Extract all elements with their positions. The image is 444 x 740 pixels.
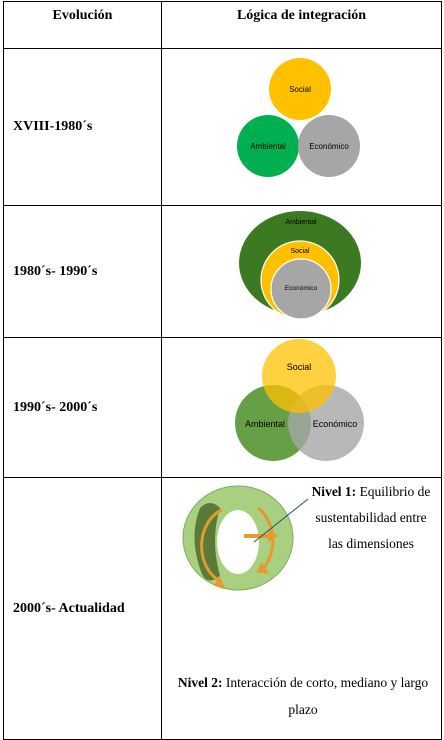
label-ambiental: Ambiental <box>285 219 317 226</box>
circle-economico <box>270 258 332 320</box>
integration-diagram-2: Ambiental Social Económico <box>161 205 442 338</box>
circle-ambiental <box>237 115 299 177</box>
torus-image <box>182 485 309 591</box>
period-label: 1980´s- 1990´s <box>3 205 162 338</box>
level-2-description: Interacción de corto, mediano y largo pl… <box>225 675 429 717</box>
table-row: 1980´s- 1990´s Ambiental Social Económic… <box>3 205 442 338</box>
label-social: Social <box>289 85 311 94</box>
label-social: Social <box>290 248 310 255</box>
level-2-text: Nivel 2: Interacción de corto, mediano y… <box>168 669 438 723</box>
table-row: XVIII-1980´s Social Ambiental Económico <box>3 48 442 206</box>
label-social: Social <box>287 362 312 372</box>
label-economico: Económico <box>285 285 318 292</box>
header-logica: Lógica de integración <box>161 1 442 49</box>
period-label: 1990´s- 2000´s <box>3 337 162 478</box>
level-1-text: Nivel 1: Equilibrio de sustentabilidad e… <box>308 479 434 557</box>
circle-social <box>269 58 331 120</box>
level-1-label: Nivel 1: <box>311 484 357 499</box>
integration-diagram-3: Social Ambiental Económico <box>161 337 442 478</box>
header-evolucion: Evolución <box>3 1 162 49</box>
label-ambiental: Ambiental <box>245 419 285 429</box>
table-row: 2000´s- Actualidad Nivel 1: Equilibr <box>3 477 442 740</box>
level-1-description: Equilibrio de sustentabilidad entre las … <box>315 484 431 551</box>
circle-social <box>262 339 336 413</box>
period-label: 2000´s- Actualidad <box>3 477 162 740</box>
header-row: Evolución Lógica de integración <box>3 1 442 49</box>
period-label: XVIII-1980´s <box>3 48 162 206</box>
evolution-table: Evolución Lógica de integración XVIII-19… <box>3 1 442 740</box>
integration-diagram-4: Nivel 1: Equilibrio de sustentabilidad e… <box>161 477 442 740</box>
label-economico: Económico <box>309 142 349 151</box>
label-economico: Económico <box>313 419 358 429</box>
level-2-label: Nivel 2: <box>177 675 223 690</box>
integration-diagram-1: Social Ambiental Económico <box>161 48 442 206</box>
label-ambiental: Ambiental <box>250 142 286 151</box>
table-row: 1990´s- 2000´s Social Ambiental Económic… <box>3 337 442 478</box>
circle-economico <box>298 115 360 177</box>
